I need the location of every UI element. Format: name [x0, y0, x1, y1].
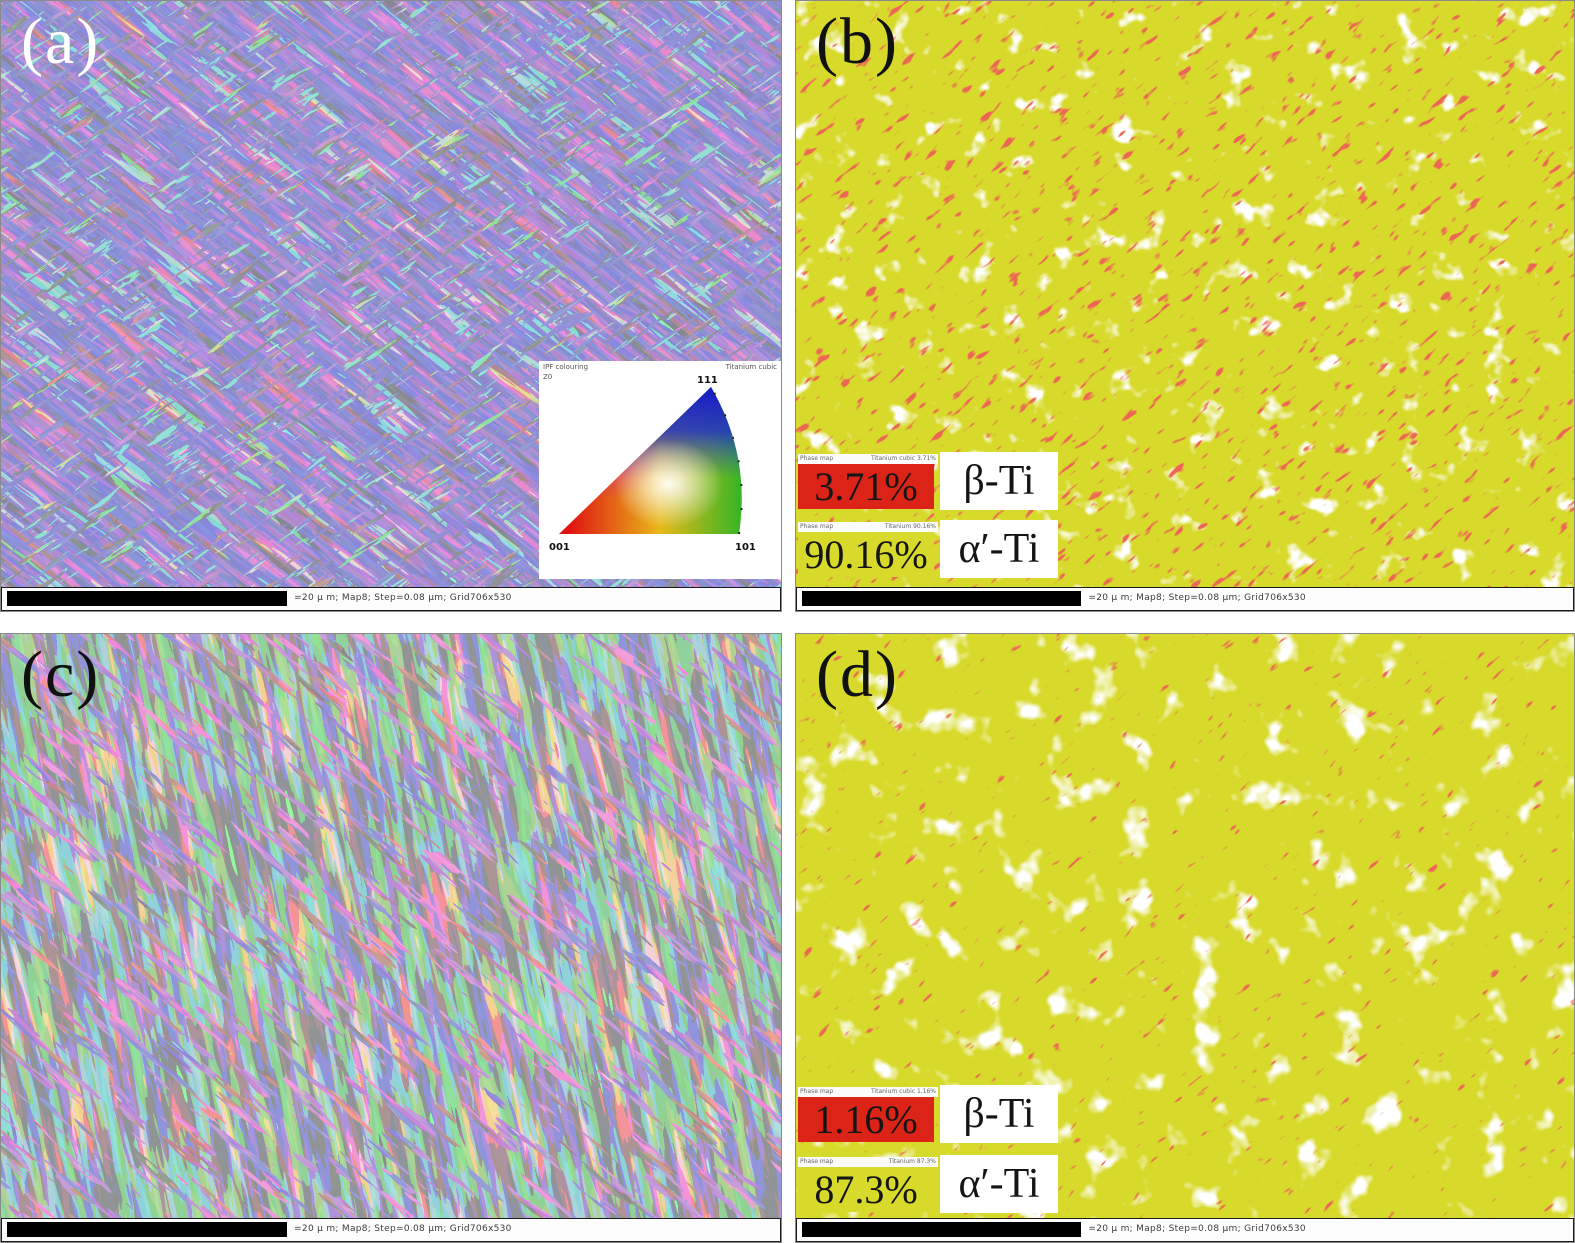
microtext-right: Titanium cubic 3.71%	[870, 454, 936, 462]
alpha-phase-label-d: α′-Ti	[940, 1155, 1058, 1213]
legend-beta-b: Phase map Titanium cubic 3.71% 3.71% β-T…	[798, 452, 1058, 510]
legend-alpha-d: Phase map Titanium 87.3% 87.3% α′-Ti	[798, 1155, 1058, 1213]
scalebar-a	[7, 591, 288, 606]
scalebar-strip-a: =20 μ m; Map8; Step=0.08 μm; Grid706x530	[1, 587, 781, 611]
scalebar-strip-d: =20 μ m; Map8; Step=0.08 μm; Grid706x530	[796, 1218, 1574, 1242]
panel-c-ipf-map: (c) =20 μ m; Map8; Step=0.08 μm; Grid706…	[0, 633, 782, 1243]
panel-label-b: (b)	[816, 5, 899, 78]
alpha-percent-swatch-b: 90.16%	[798, 531, 934, 577]
legend-microtext-alpha-b: Phase map Titanium 90.16%	[798, 521, 938, 532]
panel-label-d: (d)	[816, 638, 899, 711]
scalebar-text-c: =20 μ m; Map8; Step=0.08 μm; Grid706x530	[294, 1224, 512, 1234]
microtext-left: Phase map	[800, 454, 834, 462]
beta-percent-swatch-b: 3.71%	[798, 463, 934, 509]
inset-phase-name: Titanium cubic	[725, 363, 777, 371]
beta-percent-swatch-d: 1.16%	[798, 1096, 934, 1142]
microtext-left: Phase map	[800, 522, 834, 530]
inset-title: IPF colouring	[543, 363, 589, 371]
alpha-percent-swatch-d: 87.3%	[798, 1166, 934, 1212]
beta-phase-label-b: β-Ti	[940, 452, 1058, 510]
scalebar-text-d: =20 μ m; Map8; Step=0.08 μm; Grid706x530	[1088, 1224, 1306, 1234]
panel-a-ipf-map: (a) IPF colouring Titanium cubic Z0 001 …	[0, 0, 782, 612]
ipf-micrograph-a	[1, 1, 781, 587]
ipf-color-key-inset: IPF colouring Titanium cubic Z0 001 101 …	[539, 361, 781, 579]
legend-alpha-b: Phase map Titanium 90.16% 90.16% α′-Ti	[798, 520, 1058, 578]
panel-b-phase-map: (b) Phase map Titanium cubic 3.71% 3.71%…	[795, 0, 1575, 612]
ipf-corner-111: 111	[697, 375, 718, 386]
ipf-color-triangle	[559, 386, 743, 535]
ipf-corner-001: 001	[549, 542, 570, 553]
scalebar-b	[802, 591, 1082, 606]
legend-beta-d: Phase map Titanium cubic 1.16% 1.16% β-T…	[798, 1085, 1058, 1143]
legend-microtext-beta-b: Phase map Titanium cubic 3.71%	[798, 453, 938, 464]
scalebar-d	[802, 1222, 1082, 1237]
microtext-right: Titanium cubic 1.16%	[870, 1087, 936, 1095]
alpha-phase-label-b: α′-Ti	[940, 520, 1058, 578]
microtext-left: Phase map	[800, 1087, 834, 1095]
panel-label-c: (c)	[21, 638, 101, 711]
ipf-micrograph-c	[1, 634, 781, 1218]
scalebar-text-b: =20 μ m; Map8; Step=0.08 μm; Grid706x530	[1088, 593, 1306, 603]
scalebar-strip-c: =20 μ m; Map8; Step=0.08 μm; Grid706x530	[1, 1218, 781, 1242]
scalebar-strip-b: =20 μ m; Map8; Step=0.08 μm; Grid706x530	[796, 587, 1574, 611]
legend-microtext-alpha-d: Phase map Titanium 87.3%	[798, 1156, 938, 1167]
panel-d-phase-map: (d) Phase map Titanium cubic 1.16% 1.16%…	[795, 633, 1575, 1243]
panel-label-a: (a)	[21, 5, 101, 78]
legend-microtext-beta-d: Phase map Titanium cubic 1.16%	[798, 1086, 938, 1097]
inset-direction-label: Z0	[543, 373, 553, 381]
microtext-left: Phase map	[800, 1157, 834, 1165]
ipf-corner-101: 101	[735, 542, 756, 553]
scalebar-c	[7, 1222, 288, 1237]
microtext-right: Titanium 90.16%	[884, 522, 936, 530]
microtext-right: Titanium 87.3%	[888, 1157, 936, 1165]
scalebar-text-a: =20 μ m; Map8; Step=0.08 μm; Grid706x530	[294, 593, 512, 603]
beta-phase-label-d: β-Ti	[940, 1085, 1058, 1143]
